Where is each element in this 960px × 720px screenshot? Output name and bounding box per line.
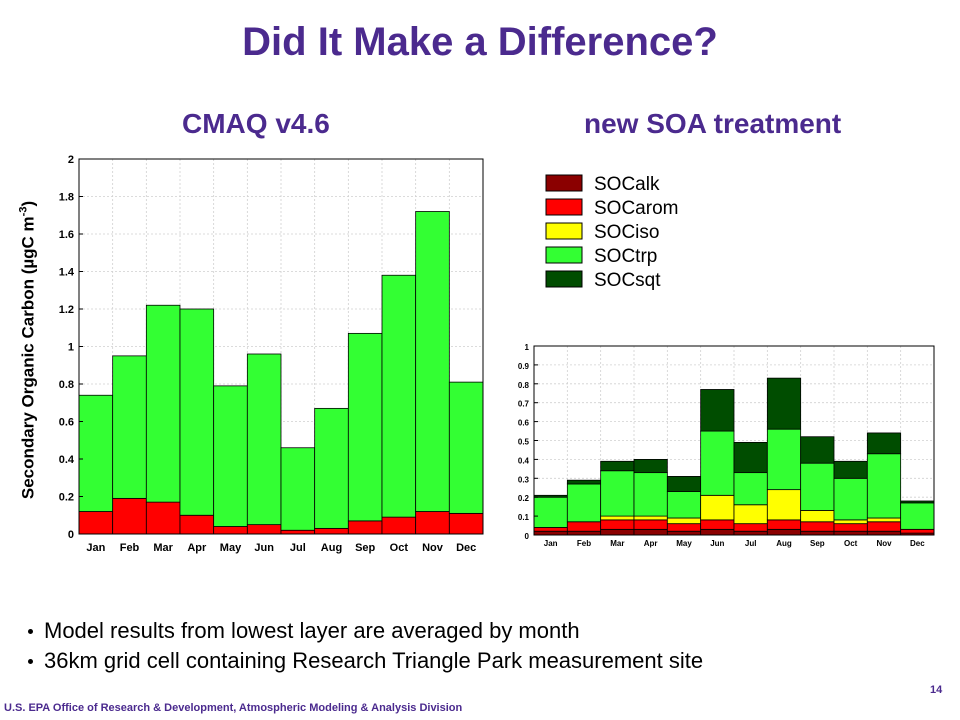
y-tick-label: 0.8 bbox=[518, 381, 530, 390]
y-tick-label: 1.6 bbox=[59, 229, 74, 241]
bar-segment bbox=[280, 447, 316, 531]
legend-label: SOCiso bbox=[594, 222, 659, 243]
y-tick-label: 0 bbox=[68, 529, 74, 541]
x-tick-label: Jun bbox=[254, 542, 274, 554]
bar-segment bbox=[600, 470, 635, 517]
y-tick-label: 0.8 bbox=[59, 379, 74, 391]
y-tick-label: 0.6 bbox=[518, 419, 530, 428]
bar-segment bbox=[633, 458, 668, 474]
footer-text: U.S. EPA Office of Research & Developmen… bbox=[4, 702, 463, 714]
y-tick-label: 1.4 bbox=[59, 267, 75, 279]
y-tick-label: 0.1 bbox=[518, 513, 530, 522]
slide-title: Did It Make a Difference? bbox=[242, 20, 718, 64]
y-tick-label: 0.5 bbox=[518, 438, 530, 447]
bar-segment bbox=[381, 274, 417, 518]
bar-segment bbox=[246, 353, 282, 526]
legend-label: SOCsqt bbox=[594, 270, 661, 291]
y-tick-label: 1.2 bbox=[59, 304, 74, 316]
bar-segment bbox=[800, 436, 835, 464]
bar-segment bbox=[766, 377, 802, 430]
x-tick-label: Jan bbox=[544, 539, 558, 548]
legend-swatch bbox=[545, 270, 583, 288]
x-tick-label: Jan bbox=[86, 542, 105, 554]
x-tick-label: Apr bbox=[187, 542, 207, 554]
x-tick-label: Feb bbox=[120, 542, 140, 554]
bar-segment bbox=[179, 308, 215, 516]
bar-segment bbox=[415, 211, 450, 512]
bar-segment bbox=[866, 453, 902, 519]
left-chart-subtitle: CMAQ v4.6 bbox=[182, 108, 330, 139]
x-tick-label: Aug bbox=[776, 539, 792, 548]
x-tick-label: Mar bbox=[153, 542, 173, 554]
y-tick-label: 1 bbox=[525, 343, 530, 352]
right-chart-subtitle: new SOA treatment bbox=[584, 108, 842, 139]
x-tick-label: May bbox=[220, 542, 242, 554]
y-tick-label: 0.4 bbox=[59, 454, 75, 466]
bar-segment bbox=[145, 304, 181, 503]
x-tick-label: Nov bbox=[876, 539, 892, 548]
y-tick-label: 0.2 bbox=[518, 494, 530, 503]
x-tick-label: Sep bbox=[810, 539, 825, 548]
y-tick-label: 1.8 bbox=[59, 192, 74, 204]
x-tick-label: Dec bbox=[910, 539, 925, 548]
x-tick-label: Sep bbox=[355, 542, 375, 554]
y-tick-label: 0.3 bbox=[518, 475, 530, 484]
page-number: 14 bbox=[930, 684, 943, 696]
x-tick-label: Mar bbox=[610, 539, 624, 548]
x-tick-label: Jun bbox=[710, 539, 724, 548]
bar-segment bbox=[700, 389, 735, 432]
x-tick-label: Jul bbox=[290, 542, 306, 554]
legend-swatch bbox=[545, 246, 583, 264]
x-tick-label: Jul bbox=[745, 539, 757, 548]
bar-segment bbox=[112, 497, 147, 535]
legend-swatch bbox=[545, 174, 583, 192]
y-tick-label: 2 bbox=[68, 154, 74, 166]
bar-segment bbox=[314, 407, 349, 529]
y-tick-label: 1 bbox=[68, 342, 74, 354]
y-tick-label: 0.9 bbox=[518, 362, 530, 371]
legend-swatch bbox=[545, 198, 583, 216]
bullet-item: 36km grid cell containing Research Trian… bbox=[26, 646, 703, 676]
bar-segment bbox=[213, 385, 248, 527]
y-tick-label: 0.2 bbox=[59, 492, 74, 504]
bar-segment bbox=[566, 483, 602, 523]
x-tick-label: Feb bbox=[577, 539, 591, 548]
bar-segment bbox=[533, 496, 568, 528]
x-tick-label: Dec bbox=[456, 542, 476, 554]
bar-segment bbox=[347, 332, 383, 522]
legend-label: SOCarom bbox=[594, 198, 678, 219]
bullet-list: Model results from lowest layer are aver… bbox=[26, 616, 703, 676]
y-tick-label: 0.7 bbox=[518, 400, 530, 409]
bar-segment bbox=[633, 472, 668, 517]
x-tick-label: Oct bbox=[390, 542, 409, 554]
bar-segment bbox=[145, 501, 181, 535]
bar-segment bbox=[866, 432, 902, 455]
legend-swatch bbox=[545, 222, 583, 240]
x-tick-label: Nov bbox=[422, 542, 444, 554]
y-tick-label: 0 bbox=[525, 532, 530, 541]
x-tick-label: Aug bbox=[321, 542, 342, 554]
x-tick-label: Oct bbox=[844, 539, 858, 548]
bullet-item: Model results from lowest layer are aver… bbox=[26, 616, 703, 646]
x-tick-label: May bbox=[676, 539, 692, 548]
legend-label: SOCtrp bbox=[594, 246, 657, 267]
bar-segment bbox=[733, 472, 768, 506]
y-tick-label: 0.4 bbox=[518, 456, 530, 465]
legend-label: SOCalk bbox=[594, 174, 660, 195]
y-tick-label: 0.6 bbox=[59, 417, 74, 429]
x-tick-label: Apr bbox=[644, 539, 658, 548]
bar-segment bbox=[766, 489, 802, 521]
bar-segment bbox=[112, 355, 147, 499]
